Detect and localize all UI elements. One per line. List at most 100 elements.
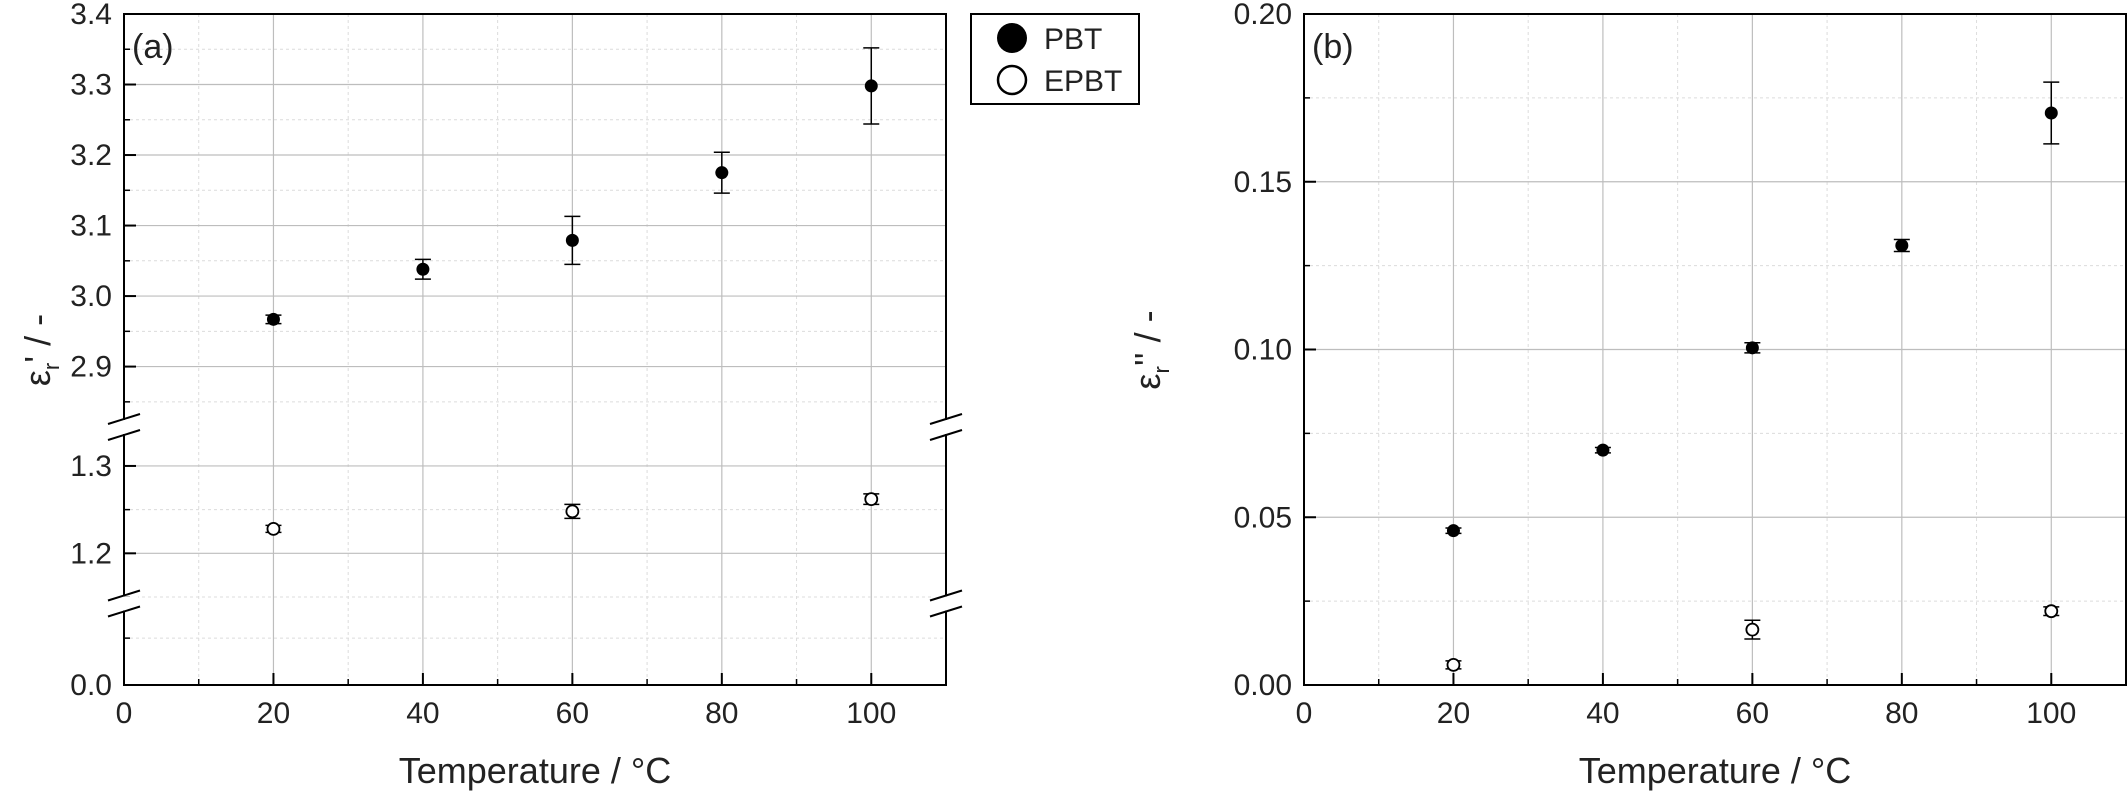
marker-epbt [1745,622,1760,637]
x-tick-label: 60 [1736,697,1769,730]
data-point-pbt [1744,341,1761,355]
y-axis-subscript: r [1149,366,1174,373]
y-axis-suffix: ' / - [17,314,58,363]
data-point-epbt [1744,619,1761,640]
plot-frame [123,13,947,686]
data-points [265,47,880,536]
break-gap [110,596,138,611]
grid [124,14,946,685]
y-tick-label: 2.9 [70,351,112,384]
data-point-pbt [1594,443,1611,457]
marker-pbt [715,166,729,180]
marker-pbt [1895,238,1909,252]
legend-label-pbt: PBT [1044,23,1102,56]
axis-ticks [1303,13,2053,686]
break-mark [929,589,963,602]
y-tick-label: 3.3 [70,69,112,102]
y-tick-labels: 0.00 0.05 0.10 0.15 0.20 [1234,0,1292,702]
break-mark [929,605,963,618]
legend-label-epbt: EPBT [1044,65,1122,98]
marker-pbt [1745,341,1759,355]
y-tick-label: 1.2 [70,537,112,570]
break-mark [107,413,141,425]
legend-box [970,13,1140,105]
x-tick-label: 80 [1885,697,1918,730]
x-tick-label: 60 [556,697,589,730]
grid [1304,14,2126,685]
axis-break-marks [107,413,963,618]
data-point-pbt [414,258,431,280]
data-point-pbt [1893,238,1910,253]
x-tick-label: 100 [846,697,896,730]
y-tick-label: 3.0 [70,280,112,313]
y-axis-symbol: ε [1127,374,1168,390]
marker-epbt [565,504,580,519]
marker-pbt [864,79,878,93]
data-point-pbt [564,215,581,266]
legend-marker-epbt [996,64,1028,96]
y-tick-label: 3.1 [70,210,112,243]
marker-pbt [416,262,430,276]
x-tick-label: 0 [116,697,133,730]
y-tick-label: 0.20 [1234,0,1292,31]
marker-epbt [864,492,879,507]
y-axis-subscript: r [39,363,64,370]
x-tick-label: 20 [257,697,290,730]
y-tick-label: 3.2 [70,139,112,172]
y-tick-label: 0.10 [1234,334,1292,367]
y-axis-suffix: '' / - [1127,310,1168,366]
marker-epbt [2044,604,2059,619]
break-mark [107,429,141,441]
x-tick-label: 0 [1296,697,1313,730]
y-tick-label: 0.15 [1234,166,1292,199]
y-tick-label: 3.4 [70,0,112,31]
data-points [1445,81,2060,672]
marker-pbt [565,233,579,247]
data-point-epbt [564,503,581,520]
y-axis-title: εr' / - [17,314,64,386]
data-point-pbt [1445,524,1462,538]
x-tick-label: 20 [1437,697,1470,730]
axis-ticks [123,13,873,686]
chart-panel-b: 0 20 40 60 80 100 0.00 0.05 0.10 0.15 0.20 (b) Te… [1127,0,2127,791]
legend-marker-pbt [997,23,1027,53]
x-tick-label: 40 [1586,697,1619,730]
data-point-epbt [2043,604,2060,619]
y-tick-label: 1.3 [70,450,112,483]
x-tick-labels: 0 20 40 60 80 100 [1296,697,2077,730]
break-mark [929,413,963,425]
x-axis-title: Temperature / °C [399,750,672,791]
y-axis-symbol: ε [17,370,58,386]
x-tick-label: 80 [705,697,738,730]
data-point-epbt [265,521,282,536]
break-gap [932,420,960,434]
y-tick-label: 0.00 [1234,669,1292,702]
legend: PBT EPBT [970,13,1140,105]
marker-epbt [1446,657,1461,672]
x-tick-labels: 0 20 40 60 80 100 [116,697,897,730]
panel-label: (b) [1312,28,1354,66]
data-point-pbt [713,151,730,194]
y-axis-title: εr'' / - [1127,310,1174,389]
break-gap [932,596,960,611]
marker-pbt [266,312,280,326]
data-point-pbt [265,312,282,326]
break-mark [929,429,963,441]
break-mark [107,605,141,618]
data-point-epbt [863,492,880,507]
y-tick-label: 0.0 [70,669,112,702]
marker-pbt [1596,443,1610,457]
panel-label: (a) [132,28,174,66]
marker-pbt [1446,524,1460,538]
marker-epbt [266,521,281,536]
marker-pbt [2044,106,2058,120]
x-tick-label: 40 [406,697,439,730]
break-gap [110,420,138,434]
y-tick-labels: 0.0 1.2 1.3 2.9 3.0 3.1 3.2 3.3 3.4 [70,0,112,702]
data-point-pbt [863,47,880,125]
x-tick-label: 100 [2026,697,2076,730]
chart-panel-a: 0 20 40 60 80 100 0.0 1.2 1.3 2.9 3.0 3.1 3.2 3.3 3.4… [17,0,963,791]
y-tick-label: 0.05 [1234,501,1292,534]
data-point-epbt [1445,657,1462,672]
